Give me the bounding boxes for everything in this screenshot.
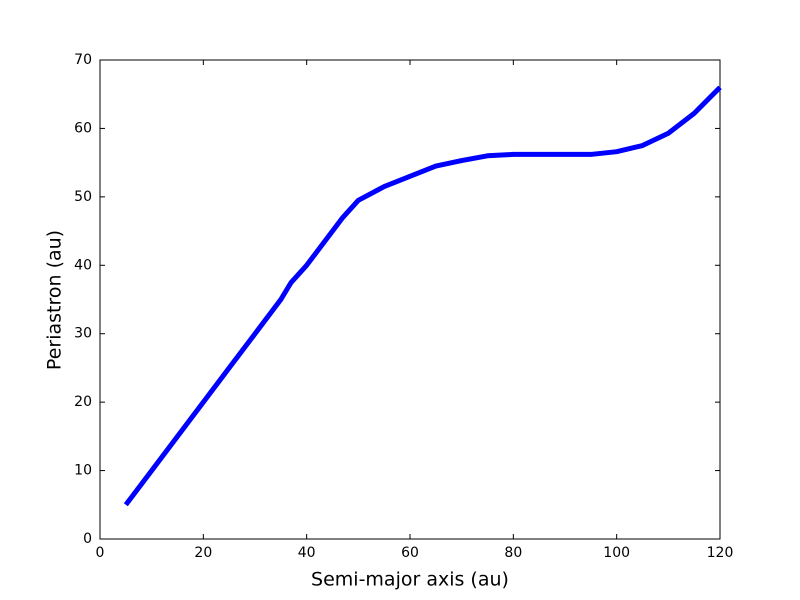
x-tick-label: 0 <box>96 545 105 561</box>
x-axis-label: Semi-major axis (au) <box>311 569 509 591</box>
y-tick-label: 0 <box>83 531 92 547</box>
y-tick-label: 60 <box>74 120 92 136</box>
y-axis-label: Periastron (au) <box>44 230 66 370</box>
y-tick-label: 70 <box>74 52 92 68</box>
y-tick-label: 30 <box>74 326 92 342</box>
y-tick-label: 50 <box>74 189 92 205</box>
x-tick-label: 60 <box>401 545 419 561</box>
y-tick-label: 10 <box>74 463 92 479</box>
x-tick-label: 100 <box>603 545 630 561</box>
y-tick-label: 20 <box>74 394 92 410</box>
x-tick-label: 80 <box>504 545 522 561</box>
x-tick-label: 20 <box>194 545 212 561</box>
data-line <box>123 85 722 507</box>
plot-frame <box>99 59 721 540</box>
y-tick-label: 40 <box>74 257 92 273</box>
x-tick-label: 40 <box>298 545 316 561</box>
x-tick-label: 120 <box>707 545 734 561</box>
